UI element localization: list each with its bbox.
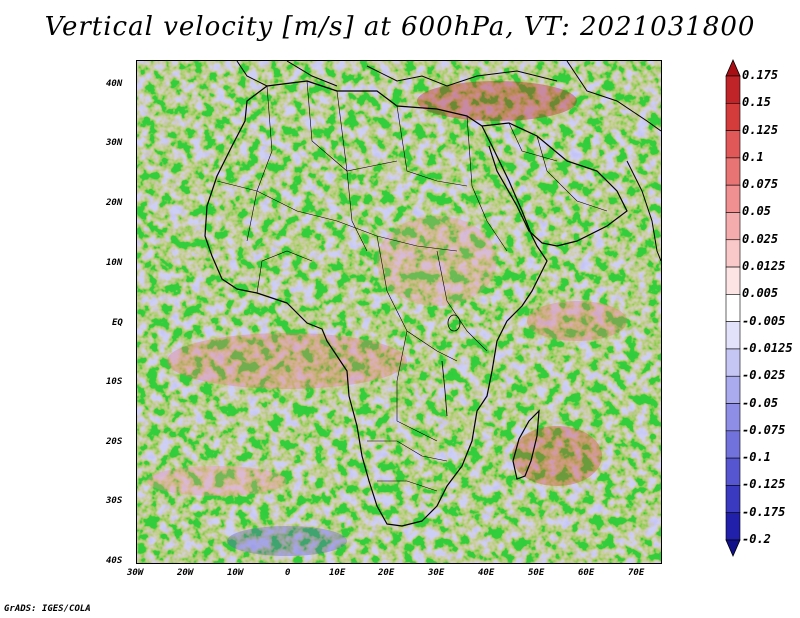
colorbar-level-label: 0.15 <box>742 95 771 110</box>
lat-label-30s: 30S <box>106 496 123 506</box>
colorbar-level-label: -0.125 <box>742 477 786 492</box>
madagascar-coastline <box>512 409 540 480</box>
lon-label-70e: 70E <box>628 568 645 578</box>
lon-label-30w: 30W <box>127 568 144 578</box>
lon-label-20w: 20W <box>177 568 194 578</box>
colorbar-segment <box>725 403 741 432</box>
colorbar-segment <box>725 130 741 159</box>
colorbar-level-label: -0.075 <box>742 422 786 437</box>
lat-label-30n: 30N <box>106 138 123 148</box>
colorbar-level-label: -0.1 <box>742 450 771 465</box>
colorbar-segment <box>725 75 741 104</box>
lon-label-20e: 20E <box>378 568 395 578</box>
lat-label-10n: 10N <box>106 258 123 268</box>
colorbar-level-label: 0.0125 <box>742 259 786 274</box>
map-title: Vertical velocity [m/s] at 600hPa, VT: 2… <box>44 12 756 42</box>
red-patch-sudan <box>377 216 497 306</box>
arabia-coastline <box>481 122 628 247</box>
colorbar-level-label: -0.175 <box>742 504 786 519</box>
lake-tanganyika <box>441 360 448 417</box>
field-red-noise <box>137 61 661 563</box>
lon-label-50e: 50E <box>528 568 545 578</box>
lon-label-10e: 10E <box>329 568 346 578</box>
lon-label-0: 0 <box>285 568 291 578</box>
lat-label-20s: 20S <box>106 437 123 447</box>
colorbar-level-label: -0.0125 <box>742 340 793 355</box>
lat-label-40s: 40S <box>106 556 123 566</box>
colorbar-max-arrow <box>725 59 741 77</box>
grads-credit: GrADS: IGES/COLA <box>4 604 91 614</box>
colorbar-level-label: 0.125 <box>742 122 779 137</box>
colorbar-level-label: -0.005 <box>742 313 786 328</box>
lon-label-10w: 10W <box>227 568 244 578</box>
colorbar-segment <box>725 375 741 404</box>
africa-coastline <box>204 80 548 527</box>
colorbar-level-label: -0.05 <box>742 395 779 410</box>
colorbar-level-label: 0.175 <box>742 68 779 82</box>
colorbar-level-label: -0.025 <box>742 368 786 383</box>
lat-label-40n: 40N <box>106 79 123 89</box>
colorbar-min-arrow <box>725 539 741 557</box>
lon-label-40e: 40E <box>478 568 495 578</box>
red-patch-south-atlantic <box>147 466 287 496</box>
colorbar-segment <box>725 184 741 213</box>
colorbar-segment <box>725 266 741 295</box>
colorbar-level-label: 0.005 <box>742 286 779 301</box>
lon-label-60e: 60E <box>578 568 595 578</box>
lat-label-20n: 20N <box>106 198 123 208</box>
colorbar-segment <box>725 512 741 541</box>
red-patch-turkey <box>417 81 577 121</box>
red-patch-arabian-sea <box>527 301 627 341</box>
colorbar-level-label: 0.1 <box>742 149 764 164</box>
vertical-velocity-field <box>137 61 661 563</box>
map-panel <box>136 60 662 564</box>
lat-label-eq: EQ <box>112 318 123 328</box>
country-borders <box>216 80 608 492</box>
lon-label-30e: 30E <box>428 568 445 578</box>
blue-patch-southwest <box>227 526 347 556</box>
colorbar-segment <box>725 102 741 131</box>
red-patch-guinea <box>167 333 407 389</box>
colorbar-level-label: 0.025 <box>742 231 779 246</box>
colorbar <box>725 59 741 557</box>
colorbar-level-label: -0.2 <box>742 532 771 546</box>
colorbar-segment <box>725 348 741 377</box>
red-patch-madagascar-east <box>512 426 602 486</box>
colorbar-segment <box>725 212 741 241</box>
colorbar-segment <box>725 321 741 350</box>
colorbar-level-label: 0.05 <box>742 204 771 219</box>
colorbar-segment <box>725 430 741 459</box>
colorbar-level-label: 0.075 <box>742 177 779 192</box>
lat-label-10s: 10S <box>106 377 123 387</box>
india-coastline <box>626 160 661 262</box>
colorbar-segment <box>725 485 741 514</box>
europe-coastline <box>236 61 661 132</box>
colorbar-segment <box>725 457 741 486</box>
colorbar-segment <box>725 157 741 186</box>
lake-victoria <box>447 314 461 332</box>
colorbar-segment <box>725 239 741 268</box>
colorbar-segment <box>725 294 741 322</box>
